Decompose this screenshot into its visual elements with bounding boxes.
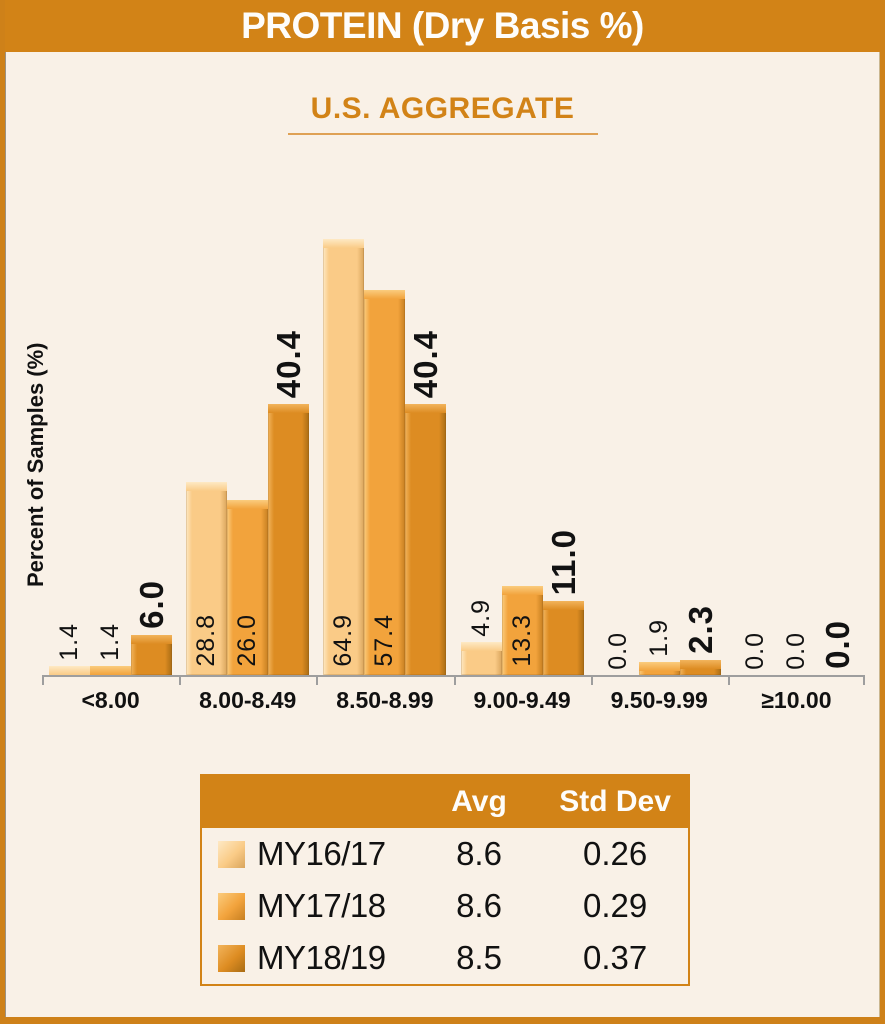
legend-stddev-value: 0.37	[582, 939, 648, 976]
legend-avg-value: 8.6	[456, 835, 502, 872]
bar-MY18/19-8.00-8.49	[268, 404, 310, 675]
bar-MY17/18-8.50-8.99	[364, 290, 406, 675]
legend-avg-value: 8.6	[456, 887, 502, 924]
chart-subtitle: U.S. AGGREGATE	[310, 92, 575, 125]
legend-name-cell: MY16/17	[202, 835, 416, 873]
bar-top-bevel	[460, 642, 502, 651]
bar-MY18/19-9.00-9.49	[542, 601, 584, 675]
bar-MY16/17-8.00-8.49	[186, 482, 228, 675]
bar-top-bevel	[186, 482, 228, 491]
bar-value-label: 4.9	[466, 599, 495, 637]
x-tick-label: 9.50-9.99	[610, 687, 708, 713]
bar-value-label: 1.4	[55, 623, 84, 661]
bar-MY16/17-<8.00	[49, 666, 91, 675]
bar-top-bevel	[49, 666, 91, 675]
chart-title: PROTEIN (Dry Basis %)	[241, 5, 644, 46]
bar-value-label: 2.3	[681, 605, 719, 654]
bar-value-label: 0.0	[781, 632, 810, 670]
bar-MY18/19-8.50-8.99	[405, 404, 447, 675]
legend-swatch-icon	[218, 892, 245, 920]
legend-header-stddev: Std Dev	[559, 785, 671, 818]
bar-MY18/19-<8.00	[131, 635, 173, 675]
bar-value-label: 1.4	[96, 623, 125, 661]
x-tick-label: 8.50-8.99	[336, 687, 434, 713]
axis-tick	[727, 675, 730, 685]
legend-table: Avg Std Dev MY16/17 8.6 0.26 MY17/18 8.6 0.29…	[200, 774, 690, 986]
legend-series-name: MY16/17	[257, 835, 386, 872]
bar-value-label: 11.0	[544, 528, 582, 595]
bar-top-bevel	[131, 635, 173, 644]
x-tick-label: 8.00-8.49	[199, 687, 297, 713]
axis-tick	[179, 675, 182, 685]
bar-chart-plot: <8.00 8.00-8.49 8.50-8.99 9.00-9.49 9.50-9.9…	[42, 205, 865, 713]
legend-swatch-icon	[218, 944, 245, 972]
x-tick-label: ≥10.00	[761, 687, 832, 713]
bar-MY17/18-<8.00	[90, 666, 132, 675]
legend-series-name: MY17/18	[257, 887, 386, 924]
legend-row: MY16/17 8.6 0.26	[202, 828, 688, 880]
legend-stddev-value: 0.26	[582, 835, 648, 872]
bar-top-bevel	[364, 290, 406, 299]
bar-top-bevel	[405, 404, 447, 413]
axis-tick	[42, 675, 44, 685]
bar-top-bevel	[323, 239, 365, 248]
bar-top-bevel	[679, 660, 721, 669]
legend-stddev-value: 0.29	[582, 887, 648, 924]
bar-top-bevel	[90, 666, 132, 675]
subtitle-underline	[287, 133, 598, 135]
bar-top-bevel	[501, 586, 543, 595]
axis-tick	[316, 675, 319, 685]
bar-MY17/18-8.00-8.49	[227, 500, 269, 675]
bar-value-label: 0.0	[818, 620, 856, 669]
bar-MY16/17-9.00-9.49	[460, 642, 502, 675]
x-tick-label: <8.00	[81, 687, 140, 713]
legend-series-name: MY18/19	[257, 939, 386, 976]
bar-top-bevel	[638, 662, 680, 671]
bar-MY18/19-9.50-9.99	[679, 660, 721, 675]
legend-swatch-icon	[218, 840, 245, 868]
x-tick-label: 9.00-9.49	[473, 687, 571, 713]
title-bar: PROTEIN (Dry Basis %)	[5, 0, 880, 52]
axis-tick	[863, 675, 865, 685]
legend-table-body: MY16/17 8.6 0.26 MY17/18 8.6 0.29 MY18/19 8.5 0.…	[202, 828, 688, 984]
bar-value-label: 6.0	[133, 580, 171, 629]
legend-row: MY17/18 8.6 0.29	[202, 880, 688, 932]
bar-value-label: 40.4	[270, 329, 308, 398]
legend-name-cell: MY17/18	[202, 887, 416, 925]
axis-tick	[590, 675, 593, 685]
axis-tick	[453, 675, 456, 685]
legend-header-avg: Avg	[451, 785, 507, 818]
bar-top-bevel	[227, 500, 269, 509]
bar-top-bevel	[268, 404, 310, 413]
bar-value-label: 1.9	[644, 619, 673, 657]
bar-value-label: 40.4	[407, 329, 445, 398]
legend-name-cell: MY18/19	[202, 939, 416, 977]
bar-value-label: 0.0	[603, 632, 632, 670]
bar-top-bevel	[542, 601, 584, 610]
bar-MY17/18-9.50-9.99	[638, 662, 680, 675]
legend-table-header: Avg Std Dev	[202, 776, 688, 828]
bar-value-label: 0.0	[740, 632, 769, 670]
subtitle-block: U.S. AGGREGATE	[5, 94, 880, 135]
bar-MY17/18-9.00-9.49	[501, 586, 543, 675]
legend-avg-value: 8.5	[456, 939, 502, 976]
bar-MY16/17-8.50-8.99	[323, 239, 365, 675]
legend-row: MY18/19 8.5 0.37	[202, 932, 688, 984]
